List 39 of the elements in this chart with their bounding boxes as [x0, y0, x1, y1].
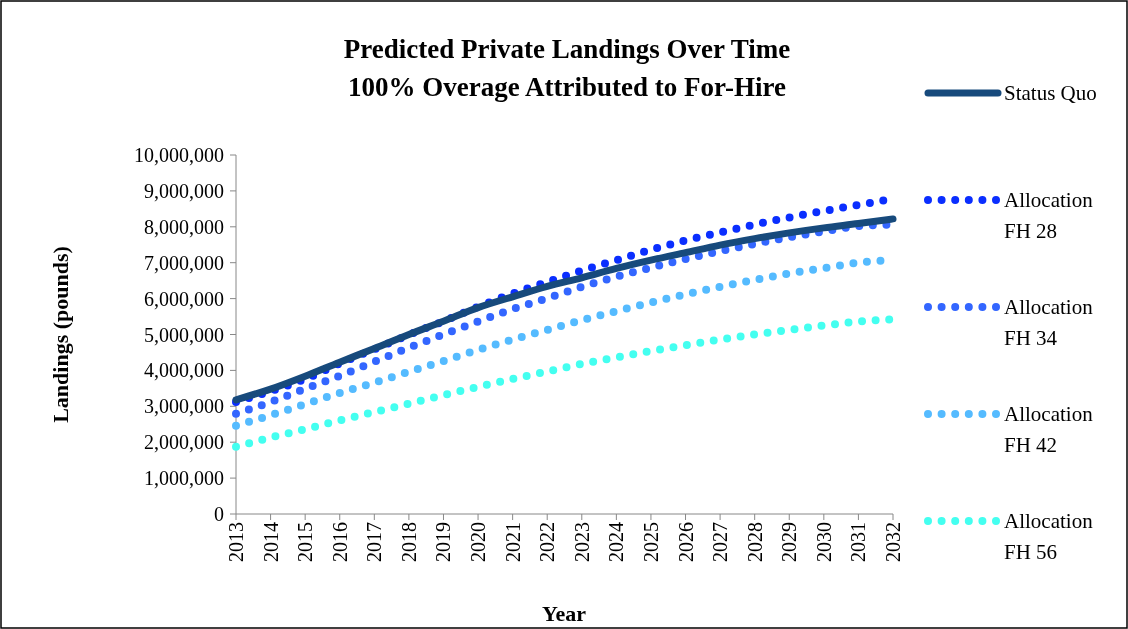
y-tick-label: 3,000,000	[144, 395, 224, 418]
x-tick-label: 2018	[397, 522, 420, 562]
y-tick-label: 0	[214, 503, 224, 525]
y-tick-label: 5,000,000	[144, 323, 224, 346]
x-tick-label: 2024	[605, 522, 628, 562]
chart-title: Predicted Private Landings Over Time 100% Overage Attributed to For-Hire	[343, 34, 791, 102]
y-tick-label: 7,000,000	[144, 251, 224, 274]
y-tick-label: 9,000,000	[144, 179, 224, 202]
legend-label: Allocation FH 42	[1004, 402, 1094, 458]
x-tick-label: 2026	[674, 522, 697, 562]
legend-label: Status Quo	[1004, 81, 1097, 106]
y-tick-label: 4,000,000	[144, 359, 224, 382]
y-tick-label: 1,000,000	[144, 467, 224, 490]
x-tick-label: 2027	[709, 522, 732, 562]
y-tick-label: 10,000,000	[134, 144, 224, 166]
x-tick-label: 2021	[501, 522, 524, 562]
x-tick-label: 2023	[570, 522, 593, 562]
x-tick-label: 2017	[363, 522, 386, 562]
legend-label: Allocation FH 56	[1004, 509, 1094, 565]
x-tick-label: 2028	[743, 522, 766, 562]
x-tick-label: 2019	[432, 522, 455, 562]
x-tick-label: 2032	[882, 522, 904, 562]
x-tick-label: 2014	[259, 522, 282, 562]
y-tick-label: 8,000,000	[144, 215, 224, 238]
y-tick-label: 2,000,000	[144, 431, 224, 454]
x-tick-label: 2030	[812, 522, 835, 562]
x-tick-label: 2025	[639, 522, 662, 562]
y-tick-label: 6,000,000	[144, 287, 224, 310]
legend-label: Allocation FH 34	[1004, 295, 1094, 351]
x-tick-label: 2029	[778, 522, 801, 562]
x-tick-label: 2016	[328, 522, 351, 562]
y-axis-title: Landings (pounds)	[48, 246, 73, 423]
x-tick-label: 2015	[294, 522, 317, 562]
x-tick-label: 2022	[536, 522, 559, 562]
x-tick-label: 2020	[467, 522, 490, 562]
legend-label: Allocation FH 28	[1004, 188, 1094, 244]
x-tick-label: 2013	[225, 522, 247, 562]
x-tick-label: 2031	[847, 522, 870, 562]
x-axis-title: Year	[542, 601, 587, 626]
